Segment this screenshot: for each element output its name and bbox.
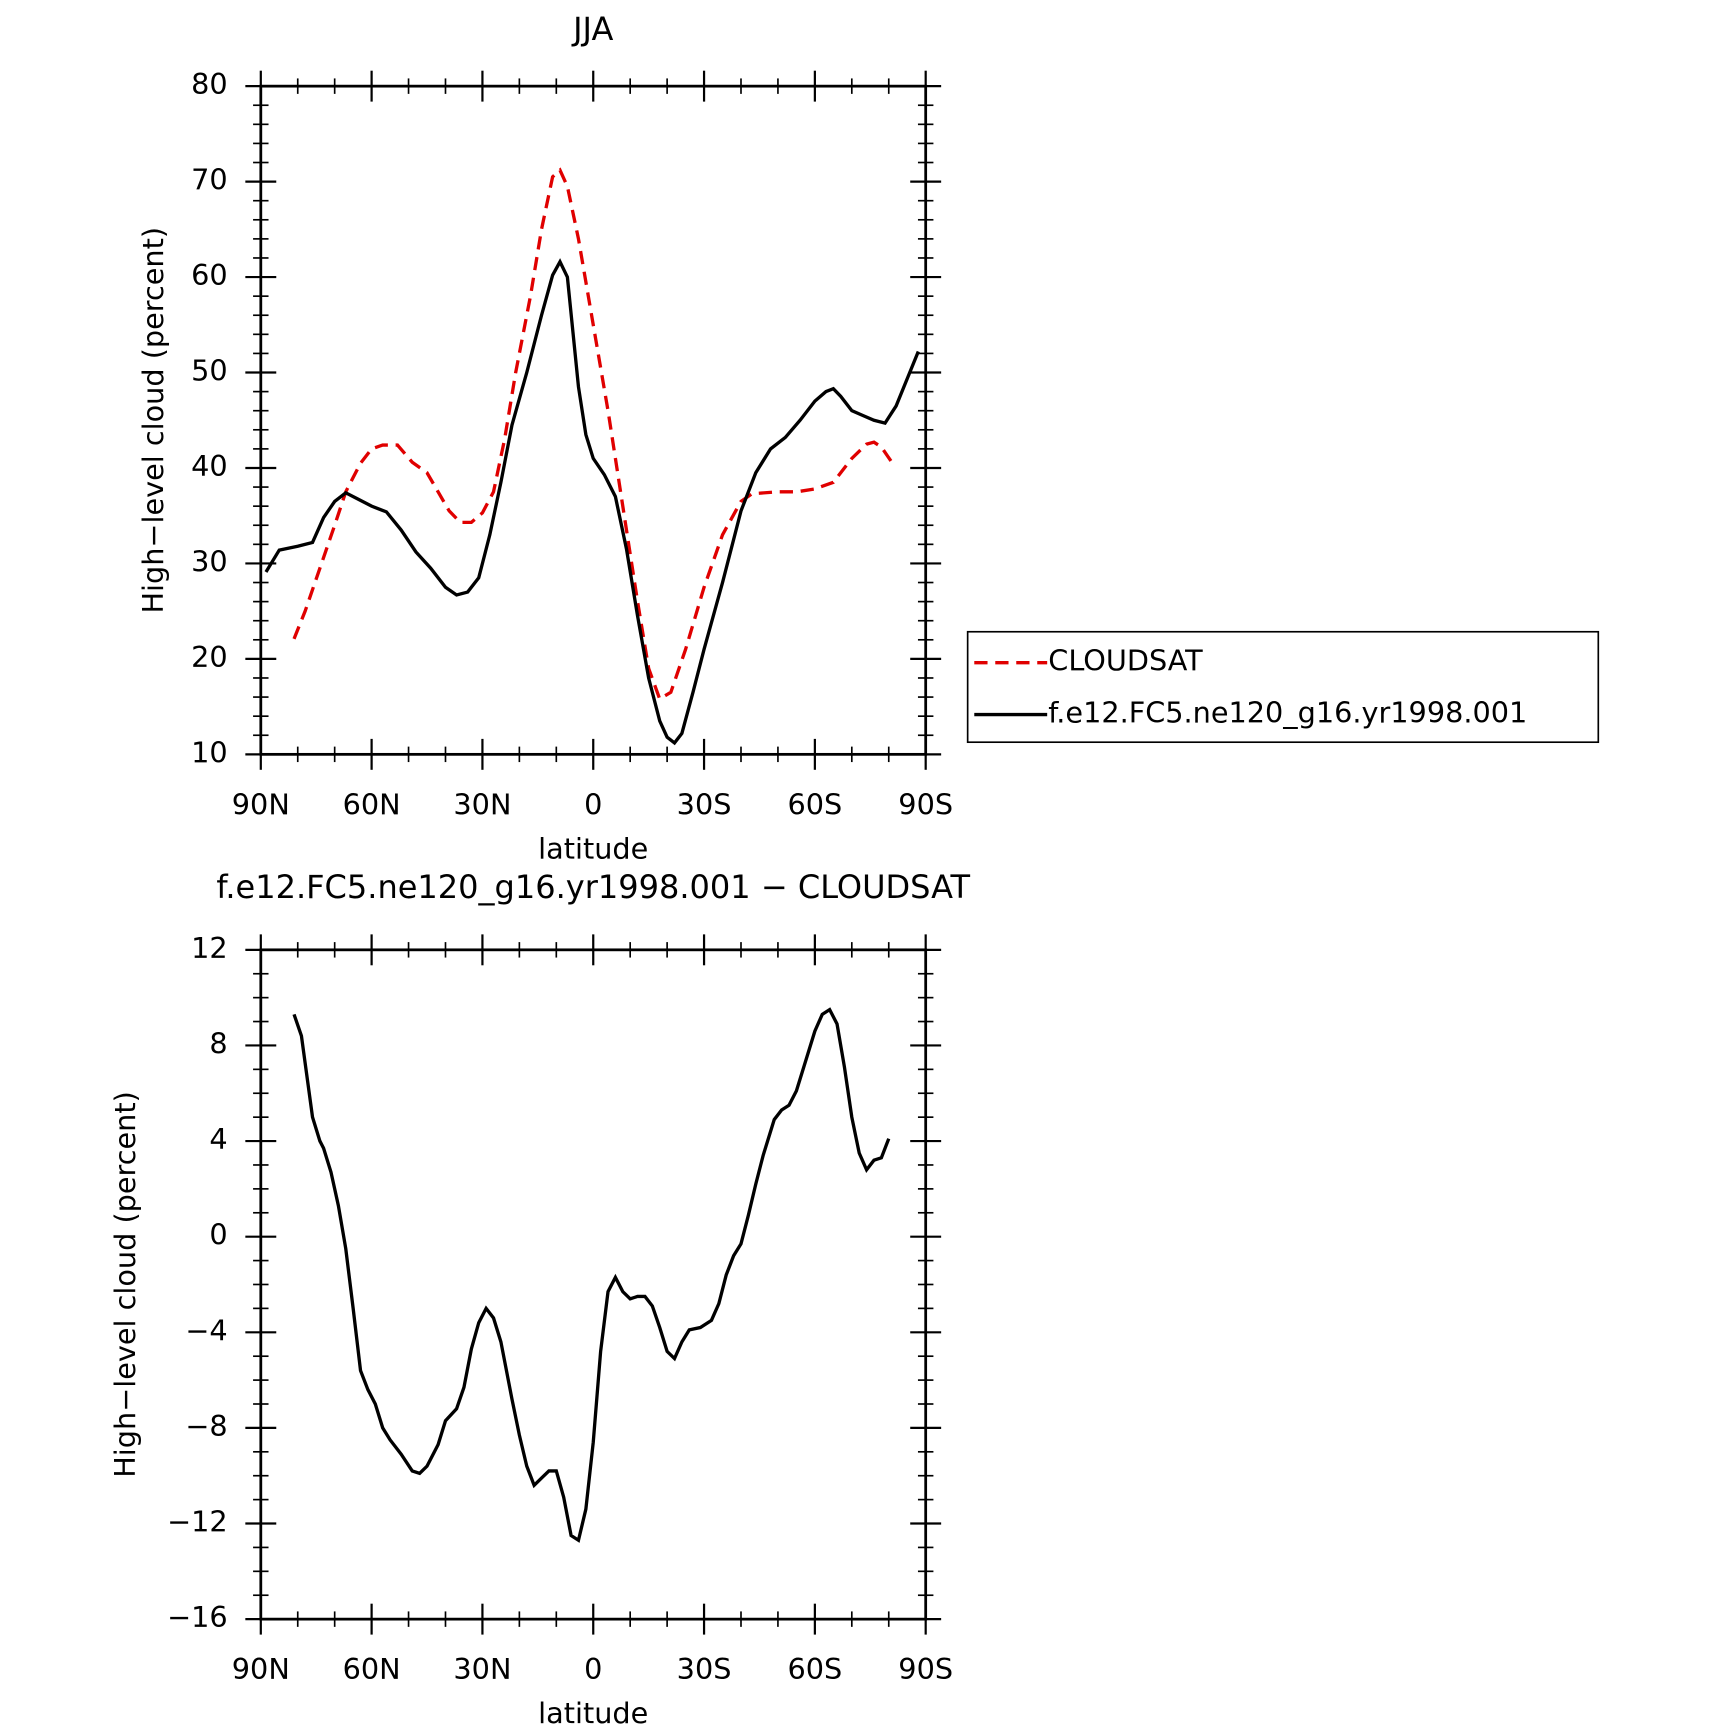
y-tick-label: 50: [191, 354, 228, 388]
x-tick-label: 30S: [677, 1652, 732, 1686]
chart-title: f.e12.FC5.ne120_g16.yr1998.001 − CLOUDSA…: [216, 868, 970, 906]
x-axis-label: latitude: [538, 1696, 648, 1730]
data-line: [292, 167, 894, 702]
x-tick-label: 0: [584, 787, 602, 821]
x-tick-label: 60N: [343, 1652, 401, 1686]
legend-label: f.e12.FC5.ne120_g16.yr1998.001: [1048, 696, 1527, 730]
plot-frame: [259, 84, 928, 756]
data-line: [292, 1007, 891, 1543]
y-tick-label: 70: [191, 163, 228, 197]
x-tick-label: 30N: [453, 787, 511, 821]
y-tick-label: 40: [191, 449, 228, 483]
x-tick-label: 90S: [898, 787, 953, 821]
x-tick-label: 90S: [898, 1652, 953, 1686]
y-axis-label: High−level cloud (percent): [108, 1091, 142, 1478]
chart-title: JJA: [571, 10, 613, 48]
y-tick-label: −8: [185, 1409, 227, 1443]
y-tick-label: −4: [185, 1313, 227, 1347]
x-tick-label: 90N: [232, 787, 290, 821]
y-tick-label: 4: [209, 1122, 227, 1156]
x-tick-label: 0: [584, 1652, 602, 1686]
x-axis-label: latitude: [538, 831, 648, 865]
y-tick-label: 8: [209, 1026, 227, 1060]
y-tick-label: 0: [209, 1218, 227, 1252]
x-tick-label: 60S: [787, 1652, 842, 1686]
y-tick-label: 12: [191, 931, 228, 965]
x-tick-label: 90N: [232, 1652, 290, 1686]
y-tick-label: 60: [191, 258, 228, 292]
legend-label: CLOUDSAT: [1048, 644, 1203, 678]
plot-frame: [259, 948, 928, 1621]
y-axis-label: High−level cloud (percent): [136, 227, 170, 614]
y-tick-label: −12: [167, 1505, 228, 1539]
x-tick-label: 30N: [453, 1652, 511, 1686]
data-line: [264, 258, 920, 746]
y-tick-label: 10: [191, 735, 228, 769]
x-tick-label: 30S: [677, 787, 732, 821]
y-tick-label: −16: [167, 1600, 228, 1634]
legend-box: [966, 630, 1600, 744]
y-tick-label: 30: [191, 544, 228, 578]
y-tick-label: 20: [191, 640, 228, 674]
y-tick-label: 80: [191, 67, 228, 101]
x-tick-label: 60N: [343, 787, 401, 821]
x-tick-label: 60S: [787, 787, 842, 821]
